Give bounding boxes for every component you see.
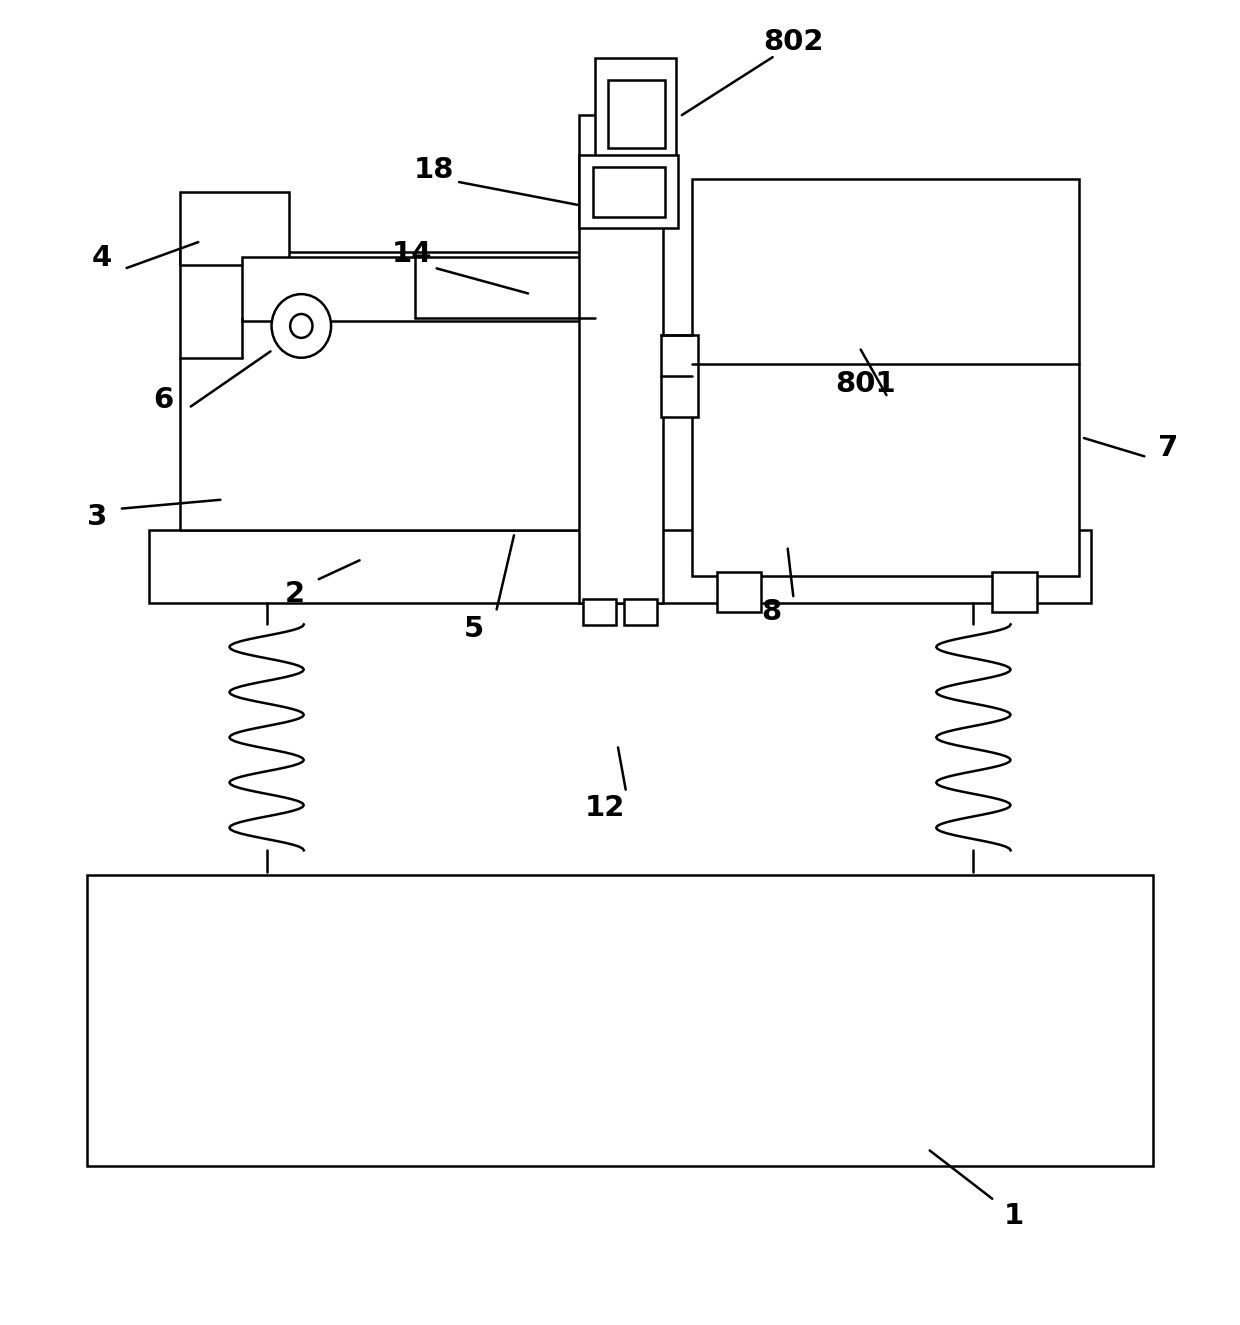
Bar [717, 572, 761, 612]
Bar [661, 335, 698, 417]
Bar [180, 252, 595, 530]
Text: 1: 1 [1004, 1202, 1024, 1231]
Bar [595, 58, 676, 162]
Text: 2: 2 [285, 579, 305, 608]
Bar [87, 874, 1153, 1166]
Bar [593, 167, 665, 217]
Bar [180, 192, 289, 265]
Bar [583, 599, 616, 625]
Text: 3: 3 [87, 502, 107, 531]
Bar [992, 572, 1037, 612]
Text: 14: 14 [392, 240, 432, 269]
Text: 18: 18 [414, 155, 454, 184]
Bar [149, 530, 1091, 603]
Text: 4: 4 [92, 244, 112, 273]
Circle shape [290, 314, 312, 338]
Bar [579, 155, 678, 228]
Bar [608, 80, 665, 148]
Text: 8: 8 [761, 598, 781, 627]
Text: 801: 801 [836, 370, 895, 399]
Text: 802: 802 [764, 28, 823, 57]
Text: 6: 6 [154, 386, 174, 415]
Circle shape [272, 294, 331, 358]
Text: 12: 12 [585, 794, 625, 823]
Bar [242, 257, 601, 321]
Bar [692, 179, 1079, 576]
Bar [579, 115, 663, 603]
Text: 5: 5 [464, 615, 484, 644]
Bar [624, 599, 657, 625]
Text: 7: 7 [1158, 433, 1178, 462]
